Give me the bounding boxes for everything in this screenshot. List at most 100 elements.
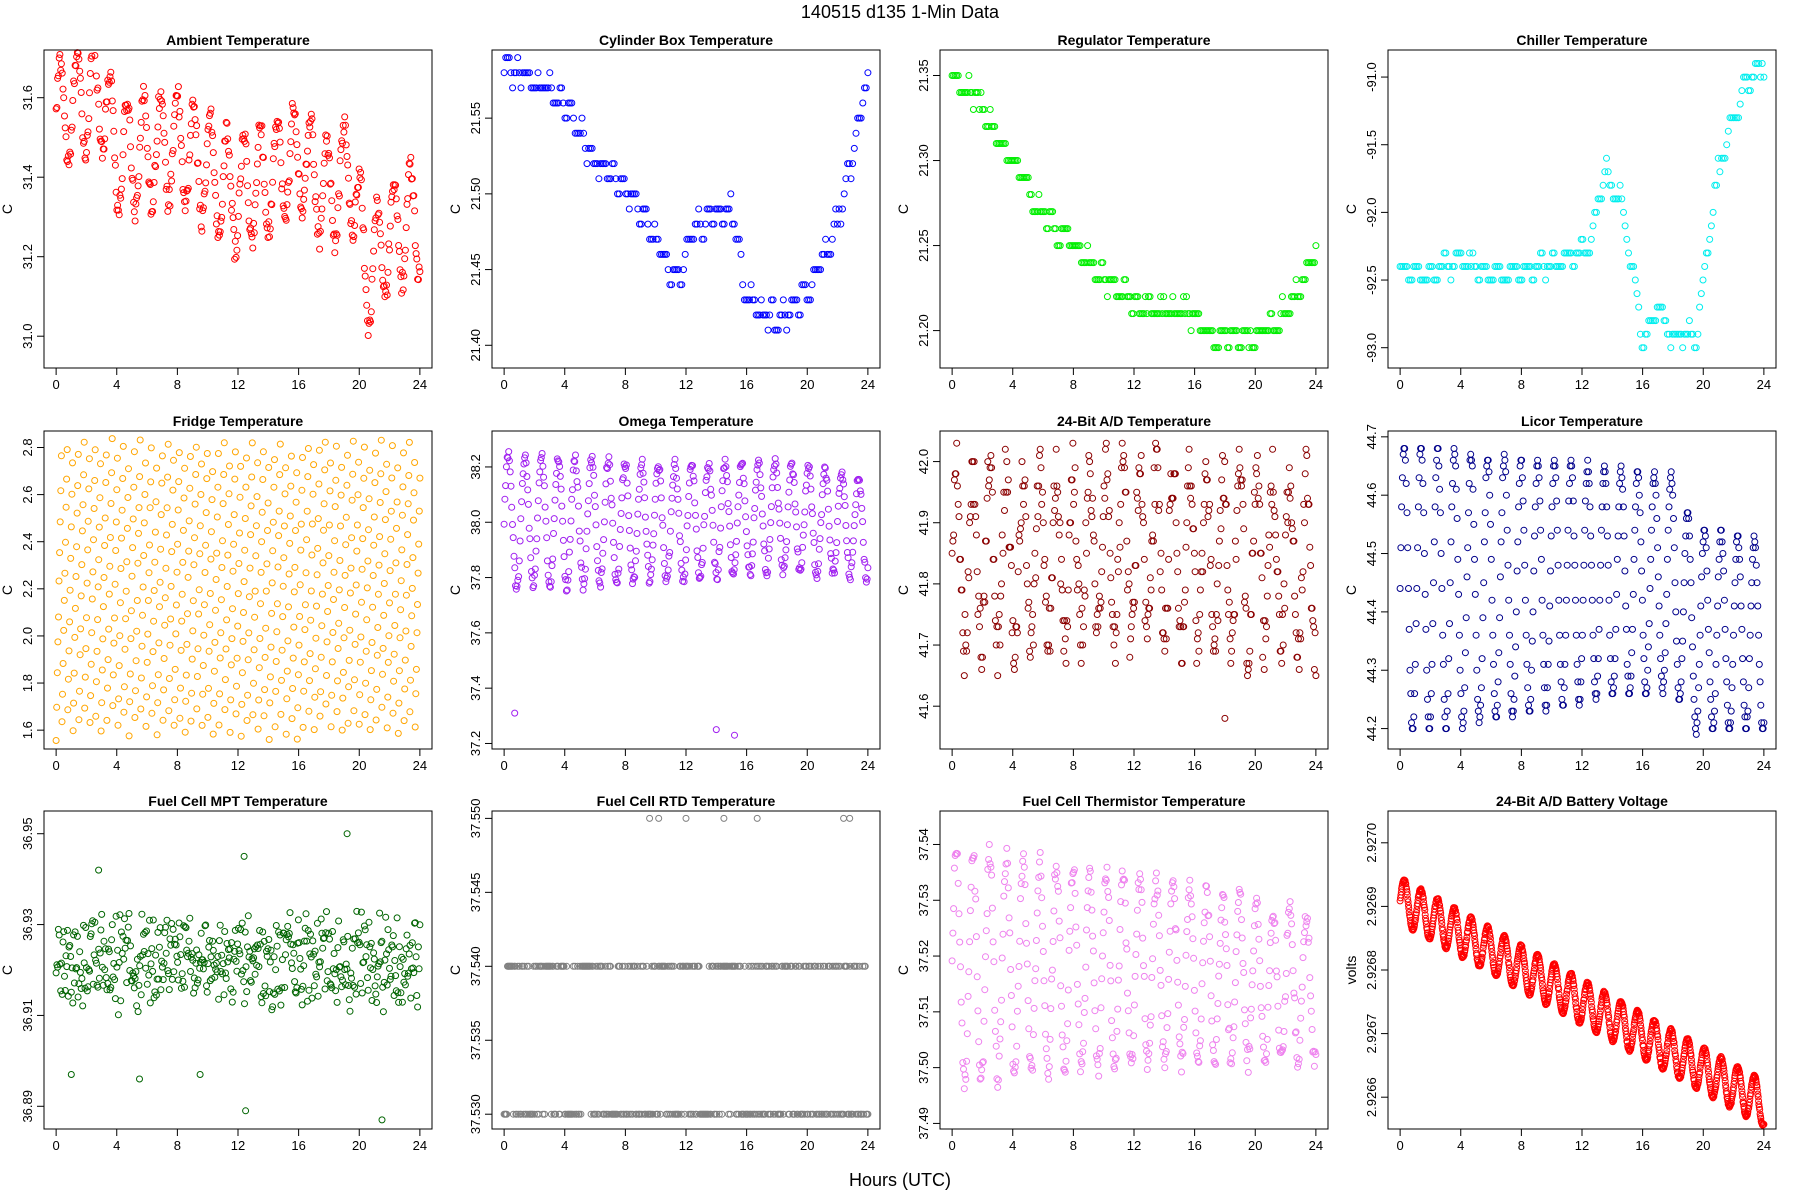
- data-point: [526, 69, 533, 77]
- data-point: [1079, 1048, 1087, 1056]
- data-point: [1490, 690, 1498, 698]
- data-point: [790, 471, 797, 479]
- y-tick-label: -91.5: [1364, 130, 1379, 160]
- data-point: [392, 181, 400, 189]
- data-point: [797, 565, 805, 573]
- data-point: [525, 524, 533, 532]
- data-point: [1134, 507, 1142, 514]
- data-point: [1420, 509, 1428, 517]
- data-point: [136, 473, 144, 481]
- data-point: [1433, 276, 1441, 284]
- data-point: [1070, 500, 1078, 508]
- data-point: [213, 212, 221, 220]
- data-point: [1181, 1016, 1188, 1023]
- data-point: [117, 997, 125, 1005]
- data-point: [253, 941, 261, 949]
- data-point: [583, 160, 591, 168]
- data-point: [1547, 263, 1555, 270]
- data-point: [377, 939, 385, 947]
- data-point: [1047, 604, 1055, 612]
- data-point: [237, 970, 245, 978]
- data-point: [745, 296, 753, 304]
- data-point: [1131, 972, 1139, 980]
- data-point: [406, 708, 414, 716]
- data-point: [1162, 635, 1170, 643]
- data-point: [758, 962, 766, 970]
- data-point: [124, 923, 132, 931]
- data-point: [161, 138, 169, 146]
- data-point: [955, 910, 963, 918]
- data-point: [1004, 488, 1012, 496]
- data-point: [1221, 918, 1229, 926]
- data-point: [1694, 707, 1702, 715]
- data-point: [1460, 707, 1468, 715]
- data-point: [1104, 888, 1112, 895]
- data-point: [1428, 660, 1436, 668]
- data-point: [1199, 959, 1207, 967]
- data-point: [501, 495, 509, 503]
- data-point: [89, 568, 97, 576]
- data-point: [353, 907, 361, 915]
- data-point: [1220, 894, 1228, 901]
- data-point: [1720, 596, 1728, 604]
- data-point: [969, 106, 977, 113]
- data-point: [777, 1110, 785, 1118]
- data-point: [142, 722, 150, 730]
- data-point: [1499, 462, 1507, 470]
- data-point: [1451, 450, 1459, 458]
- data-point: [1064, 225, 1072, 233]
- data-point: [138, 642, 146, 650]
- data-point: [998, 954, 1006, 962]
- data-point: [733, 537, 740, 545]
- data-point: [1648, 526, 1655, 534]
- data-point: [198, 460, 205, 468]
- data-point: [1645, 620, 1653, 628]
- data-point: [1306, 543, 1314, 551]
- data-point: [111, 614, 118, 622]
- data-point: [817, 962, 825, 970]
- data-point: [346, 626, 354, 634]
- data-point: [278, 676, 285, 684]
- data-point: [1160, 635, 1168, 643]
- data-point: [622, 465, 630, 472]
- data-point: [1736, 100, 1744, 108]
- data-point: [1020, 850, 1027, 858]
- data-point: [264, 499, 272, 507]
- data-point: [244, 912, 252, 920]
- data-point: [241, 1000, 248, 1008]
- data-point: [784, 962, 792, 970]
- data-point: [514, 576, 522, 584]
- data-point: [1502, 491, 1510, 499]
- data-point: [388, 193, 396, 201]
- data-point: [1135, 886, 1143, 893]
- data-point: [337, 491, 345, 499]
- data-point: [1103, 293, 1111, 301]
- data-point: [1509, 707, 1517, 715]
- data-point: [1284, 519, 1292, 527]
- data-point: [1704, 249, 1712, 257]
- data-point: [364, 986, 372, 994]
- data-point: [999, 549, 1007, 557]
- data-point: [283, 695, 291, 703]
- data-point: [1116, 926, 1124, 933]
- data-point: [975, 592, 983, 600]
- data-point: [1139, 513, 1147, 521]
- data-point: [413, 629, 421, 637]
- data-point: [272, 966, 280, 974]
- data-point: [83, 987, 91, 995]
- data-point: [1603, 154, 1610, 162]
- data-point: [1474, 695, 1482, 703]
- data-point: [1695, 684, 1703, 692]
- data-point: [1179, 1050, 1187, 1057]
- data-point: [1067, 904, 1075, 912]
- data-point: [121, 645, 129, 653]
- data-point: [342, 541, 350, 549]
- data-point: [1462, 614, 1470, 622]
- data-point: [144, 153, 152, 161]
- data-point: [692, 525, 700, 533]
- data-point: [263, 560, 271, 568]
- data-point: [66, 942, 74, 949]
- data-point: [1476, 713, 1484, 721]
- data-point: [363, 584, 371, 592]
